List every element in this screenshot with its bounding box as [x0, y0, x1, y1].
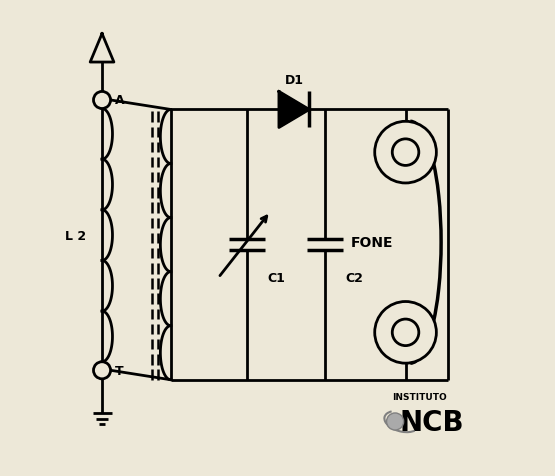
Text: D1: D1	[285, 74, 304, 87]
Text: A: A	[115, 94, 125, 107]
Circle shape	[375, 122, 436, 184]
Text: L 2: L 2	[65, 229, 87, 242]
Text: C2: C2	[345, 272, 363, 285]
Text: INSTITUTO: INSTITUTO	[392, 392, 447, 401]
Circle shape	[387, 413, 403, 430]
Polygon shape	[279, 92, 309, 128]
Text: NCB: NCB	[399, 408, 464, 436]
Circle shape	[93, 92, 110, 109]
Circle shape	[375, 302, 436, 363]
Text: T: T	[115, 364, 124, 377]
Circle shape	[93, 362, 110, 379]
Circle shape	[392, 139, 419, 166]
Circle shape	[392, 319, 419, 346]
Text: FONE: FONE	[351, 236, 393, 250]
Text: C1: C1	[267, 272, 285, 285]
